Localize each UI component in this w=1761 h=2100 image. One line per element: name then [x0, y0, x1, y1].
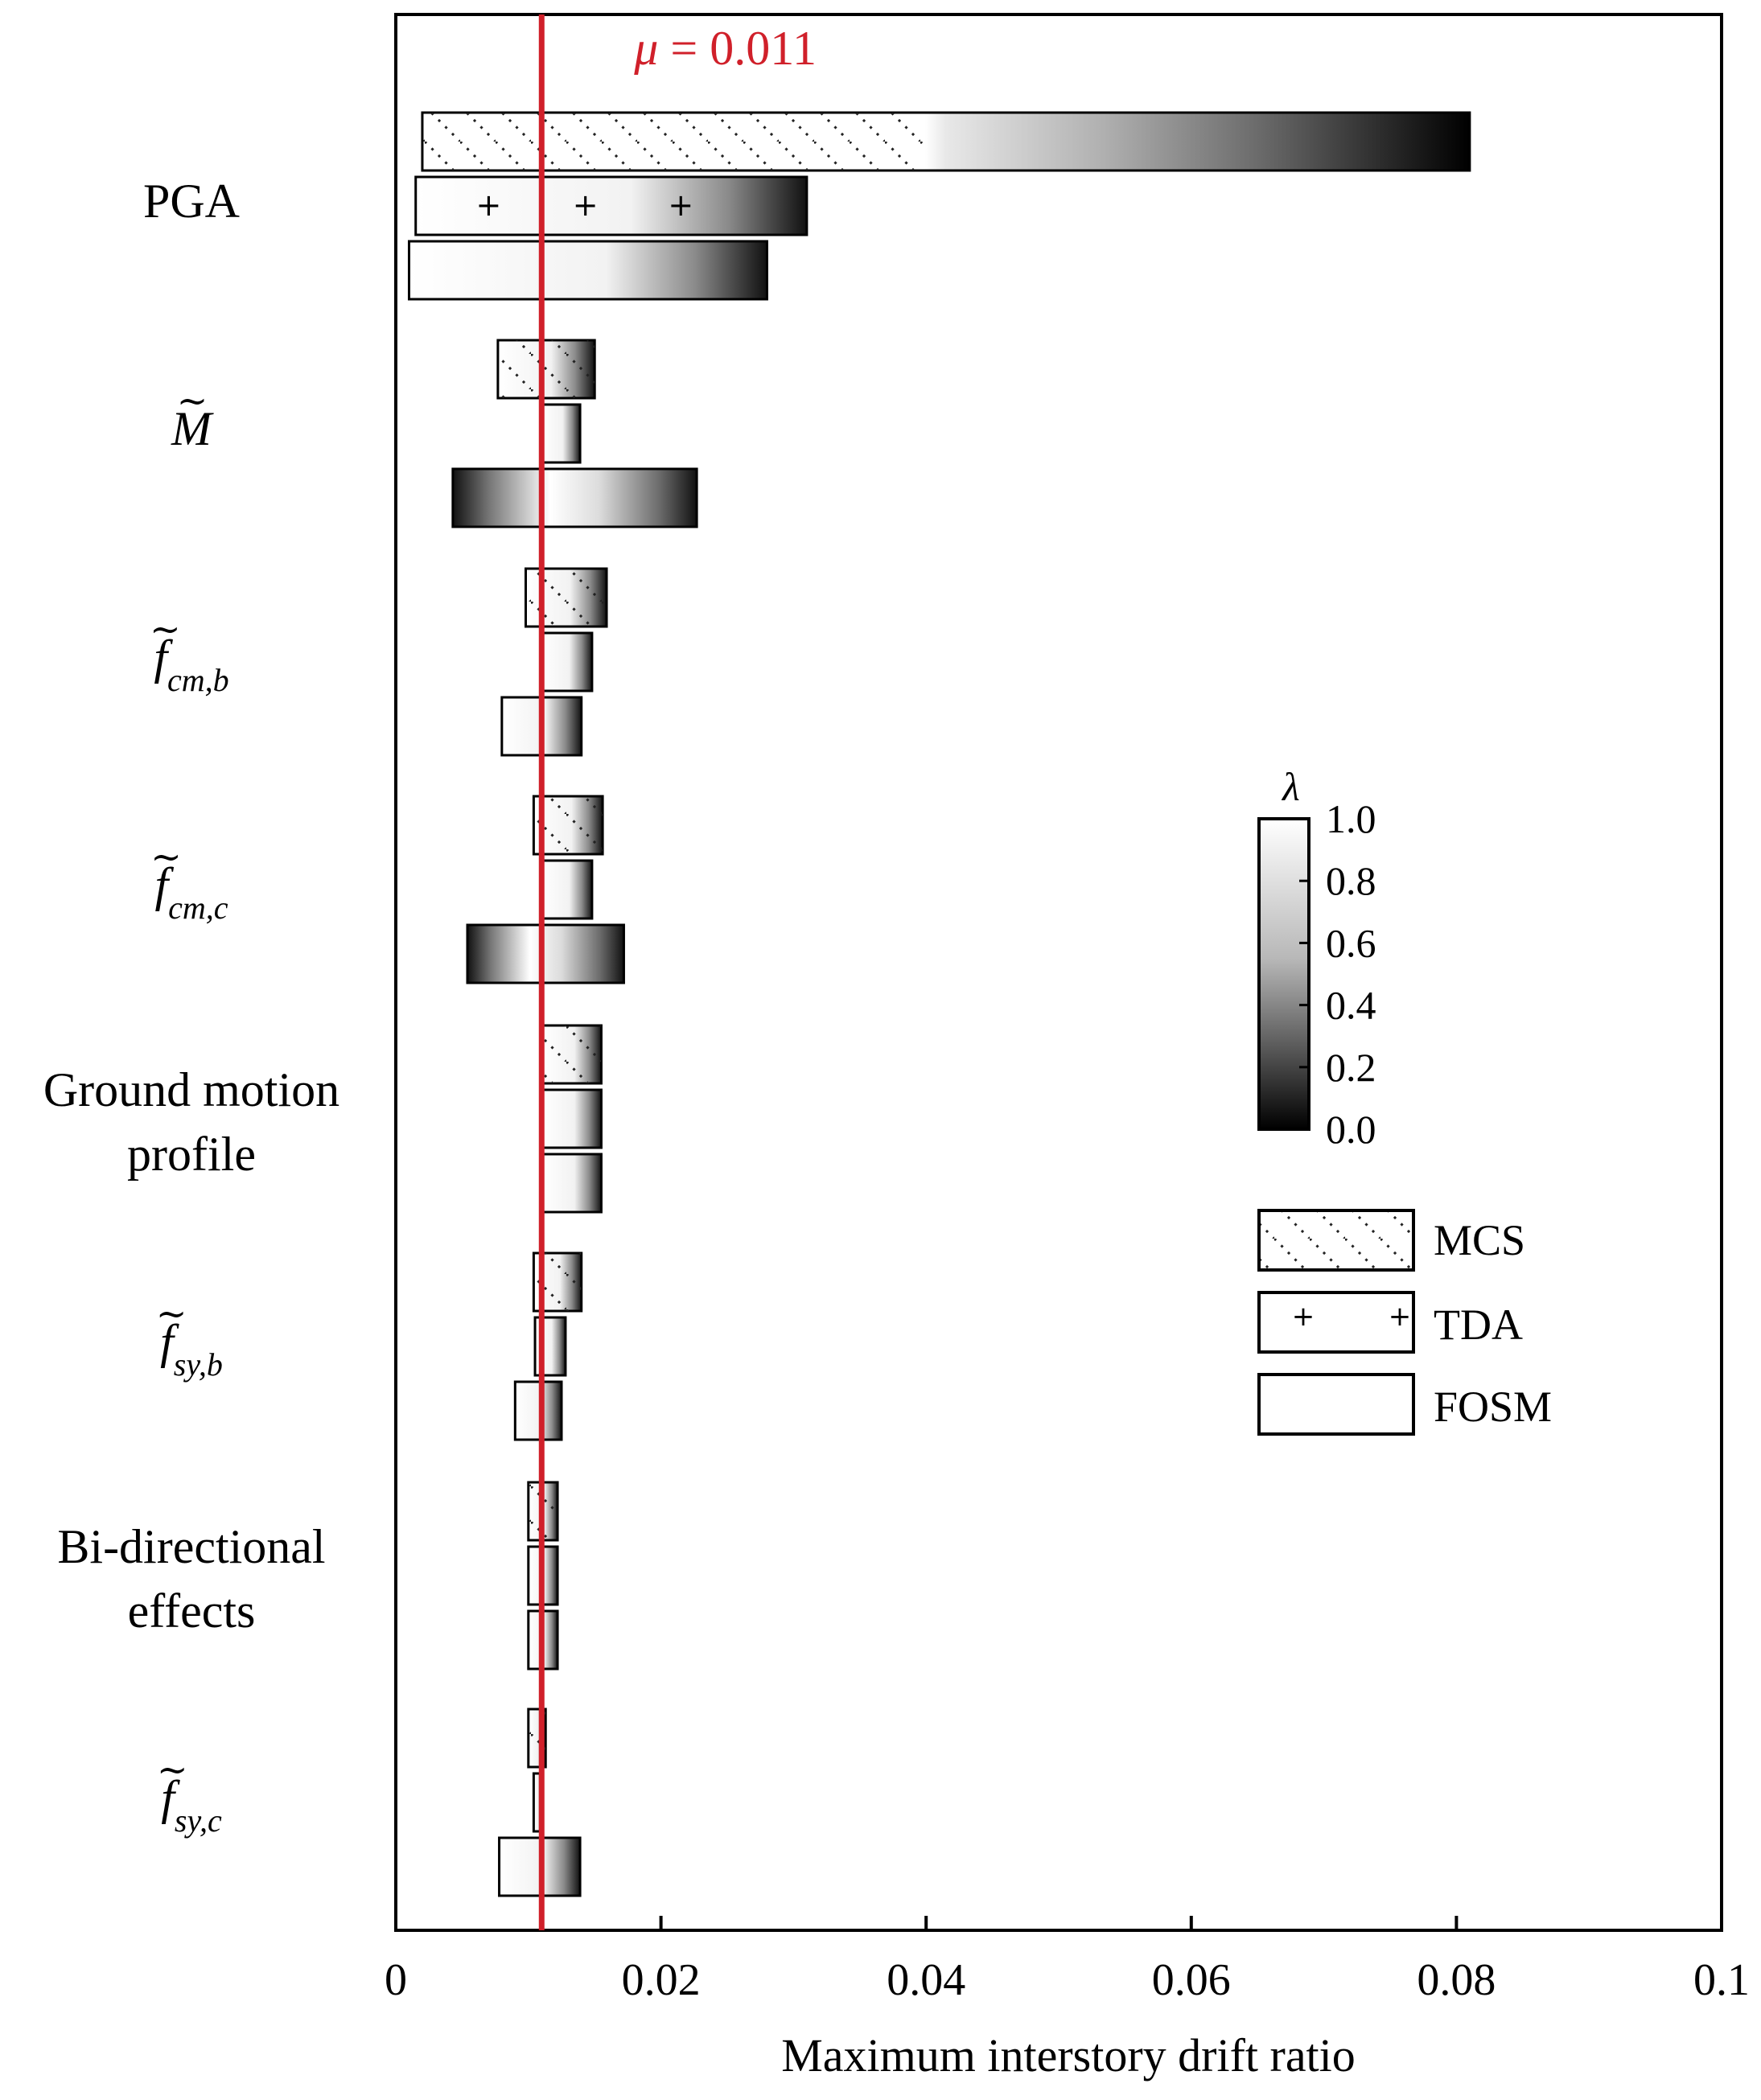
x-tick-label: 0.02 — [622, 1955, 701, 2005]
x-axis-title: Maximum interstory drift ratio — [781, 2029, 1356, 2082]
legend-swatch-fosm — [1257, 1373, 1415, 1436]
category-label-gmp: Ground motion profile — [43, 1063, 339, 1181]
category-subscript: sy,c — [175, 1802, 222, 1839]
category-label-bde: Bi-directional effects — [57, 1520, 325, 1638]
category-subscript: cm,b — [167, 662, 229, 698]
category-label-line: profile — [127, 1128, 256, 1181]
bar-group-pga: + + + — [407, 111, 1471, 301]
legend: MCS + + TDA FOSM — [1257, 1209, 1552, 1436]
legend-swatch-tda — [1257, 1291, 1415, 1354]
category-subscript: sy,b — [174, 1346, 223, 1383]
legend-label-mcs: MCS — [1434, 1216, 1525, 1264]
bar-group-gmp — [540, 1024, 603, 1214]
tilde-mark: ~ — [156, 1292, 187, 1335]
colorbar-tick-label: 1.0 — [1326, 796, 1376, 841]
tilde-mark: ~ — [150, 835, 182, 878]
category-symbol: PGA — [143, 175, 240, 228]
category-label-m: M — [171, 402, 214, 455]
bar-pga-tda — [414, 175, 808, 236]
tilde-mark: ~ — [157, 1748, 188, 1791]
legend-plus-1: + — [1292, 1301, 1315, 1333]
bar-hatch-fcmc — [533, 796, 603, 854]
category-label-fsyb: fsy,b — [160, 1315, 223, 1383]
colorbar-tick-label: 0.0 — [1326, 1107, 1376, 1152]
bar-group-fcmb — [500, 567, 608, 757]
bars-layer: + + + — [407, 111, 1471, 1897]
mean-value: = 0.011 — [670, 22, 817, 75]
x-tick-label: 0.04 — [887, 1955, 965, 2005]
bar-hatch-fcmb — [525, 569, 607, 627]
legend-swatch-mcs — [1257, 1209, 1415, 1272]
bar-m-fosm — [451, 467, 698, 528]
bar-fcmc-fosm — [466, 923, 625, 984]
colorbar-tick-label: 0.8 — [1326, 858, 1376, 903]
category-symbol: M — [171, 402, 214, 455]
x-tick-label: 0.1 — [1693, 1955, 1750, 2005]
mean-symbol: μ — [633, 22, 658, 75]
bar-hatch-pga — [422, 113, 927, 171]
colorbar: λ 1.0 0.8 0.6 0.4 0.2 0.0 — [1257, 764, 1376, 1152]
x-axis: 0 0.02 0.04 0.06 0.08 0.1 — [385, 1916, 1750, 2005]
bar-hatch-gmp — [541, 1025, 602, 1083]
colorbar-tick-label: 0.4 — [1326, 983, 1376, 1028]
tda-plus-mark: + — [573, 187, 599, 223]
plot-frame — [394, 13, 1723, 1932]
colorbar-tick-label: 0.6 — [1326, 920, 1376, 965]
category-label-pga: PGA — [143, 175, 240, 228]
colorbar-tick-label: 0.2 — [1326, 1045, 1376, 1090]
mean-label: μ = 0.011 — [633, 22, 817, 75]
bar-pga-fosm — [407, 240, 768, 301]
bar-group-fcmc — [466, 795, 625, 984]
tda-plus-mark: + — [668, 187, 693, 223]
bar-fcmc-tda — [540, 859, 594, 920]
category-label-line: Ground motion — [43, 1063, 339, 1116]
bar-hatch-m — [497, 340, 595, 398]
tilde-mark: ~ — [177, 379, 208, 422]
bar-group-m — [451, 339, 698, 528]
tilde-mark: ~ — [150, 607, 181, 651]
bar-m-tda — [540, 403, 582, 464]
legend-label-tda: TDA — [1434, 1301, 1523, 1349]
x-tick-label: 0.06 — [1152, 1955, 1231, 2005]
bar-fcmb-tda — [540, 631, 594, 692]
category-subscript: cm,c — [168, 890, 228, 926]
bar-gmp-tda — [540, 1088, 603, 1149]
bar-group-fsyb — [513, 1251, 583, 1441]
colorbar-label: λ — [1281, 764, 1300, 809]
bar-fsyb-fosm — [513, 1380, 563, 1441]
x-tick-label: 0.08 — [1417, 1955, 1496, 2005]
colorbar-gradient — [1257, 817, 1310, 1131]
category-label-line: Bi-directional — [57, 1520, 325, 1573]
x-tick-label: 0 — [385, 1955, 407, 2005]
bar-gmp-fosm — [540, 1153, 603, 1214]
category-label-line: effects — [128, 1584, 256, 1638]
legend-plus-2: + — [1389, 1301, 1412, 1333]
legend-label-fosm: FOSM — [1434, 1383, 1552, 1431]
tda-plus-mark: + — [475, 187, 501, 223]
